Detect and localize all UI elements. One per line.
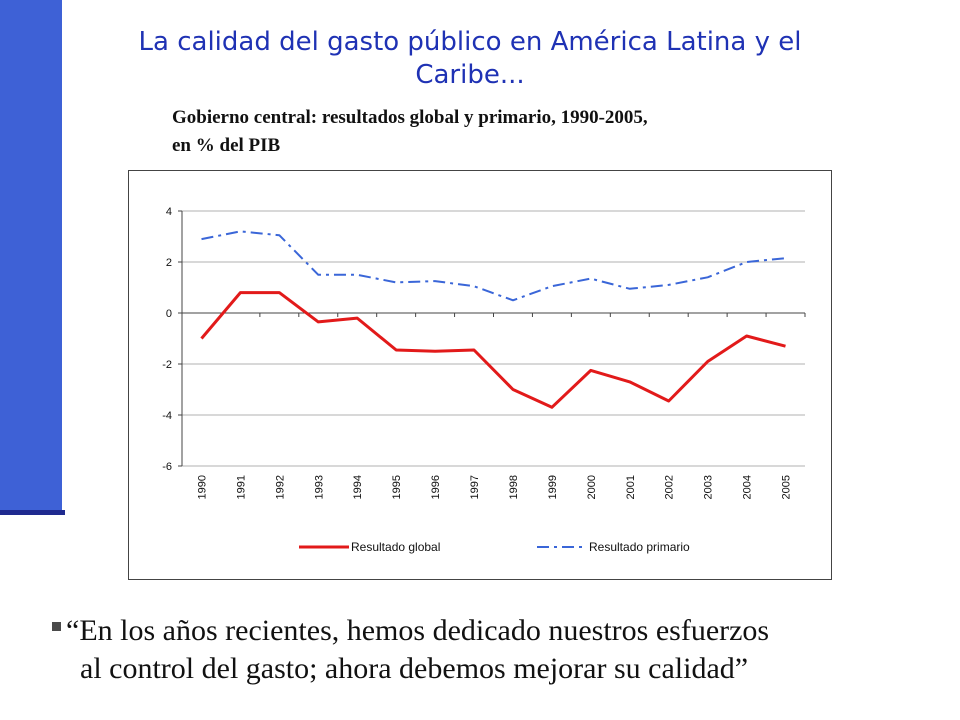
x-tick-label: 2000	[586, 475, 598, 499]
x-tick-label: 2002	[664, 475, 676, 499]
legend-label: Resultado primario	[589, 540, 690, 554]
x-tick-label: 2004	[742, 475, 754, 499]
y-tick-label: 2	[166, 257, 172, 269]
y-tick-label: -6	[162, 461, 172, 473]
x-tick-label: 1997	[469, 475, 481, 499]
x-tick-label: 1991	[235, 475, 247, 499]
x-tick-label: 1995	[391, 475, 403, 499]
y-tick-label: 4	[166, 206, 172, 218]
x-tick-label: 1990	[196, 475, 208, 499]
x-tick-label: 2001	[625, 475, 637, 499]
accent-side-bar	[0, 0, 62, 510]
x-tick-label: 2005	[781, 475, 793, 499]
chart-heading: Gobierno central: resultados global y pr…	[172, 104, 872, 160]
slide-title: La calidad del gasto público en América …	[80, 26, 860, 92]
quote-line-2: al control del gasto; ahora debemos mejo…	[80, 652, 749, 685]
slide-title-line-1: La calidad del gasto público en América …	[138, 27, 802, 57]
quote-line-1: “En los años recientes, hemos dedicado n…	[66, 614, 770, 647]
chart-heading-line-1: Gobierno central: resultados global y pr…	[172, 107, 648, 128]
accent-side-bar-base	[0, 510, 65, 515]
bullet-icon	[52, 622, 61, 631]
legend-label: Resultado global	[351, 540, 440, 554]
y-tick-label: -4	[162, 410, 172, 422]
x-tick-label: 1992	[274, 475, 286, 499]
y-tick-label: 0	[166, 308, 172, 320]
x-tick-label: 1998	[508, 475, 520, 499]
x-tick-label: 2003	[703, 475, 715, 499]
line-chart: 4 2 0 -2 -4 -6 1990 1991 1992 1993 1994 1995 1996 199…	[162, 206, 806, 554]
chart-frame: 4 2 0 -2 -4 -6 1990 1991 1992 1993 1994 1995 1996 199…	[128, 170, 832, 580]
x-tick-label: 1994	[352, 475, 364, 499]
x-tick-label: 1993	[313, 475, 325, 499]
chart-heading-line-2: en % del PIB	[172, 135, 281, 156]
x-tick-label: 1996	[430, 475, 442, 499]
series-line-resultado-primario	[201, 230, 786, 302]
series-line-resultado-global	[200, 291, 786, 409]
x-tick-label: 1999	[547, 475, 559, 499]
y-tick-label: -2	[162, 359, 172, 371]
slide-title-line-2: Caribe...	[415, 60, 525, 90]
